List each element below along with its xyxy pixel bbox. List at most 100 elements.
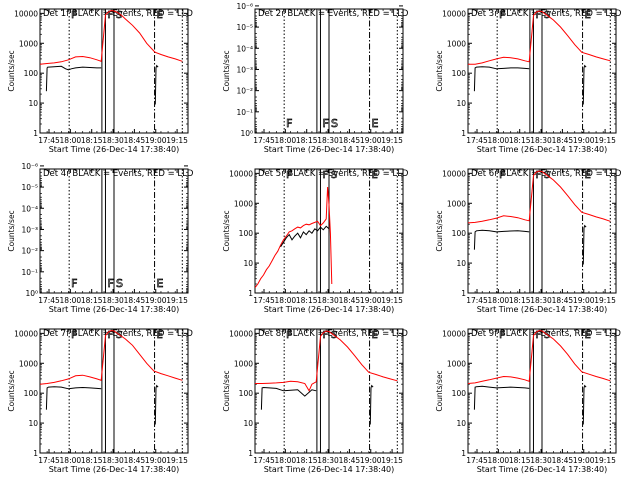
x-tick-label: 18:15 [81, 296, 103, 305]
event-label: E [157, 277, 164, 290]
event-label: F [71, 277, 77, 290]
chart-panel-det-5r: Det 5r BLACK = Events, RED = LLD 1 10 100 10… [222, 168, 409, 314]
y-tick-label: 10⁻¹ [21, 268, 38, 277]
event-label: E [585, 330, 591, 341]
x-axis-label: Start Time (26-Dec-14 17:38:40) [477, 145, 608, 154]
x-tick-label: 18:15 [509, 136, 531, 145]
y-axis-label: Counts/sec [7, 370, 16, 411]
series-line-black [473, 385, 530, 410]
x-tick-label: 19:15 [381, 136, 403, 145]
x-tick-label: 18:00 [275, 296, 297, 305]
series-line-red [40, 9, 183, 65]
panel-title: Det 8f BLACK = Events, RED = LLD [258, 329, 408, 339]
y-tick-label: 100 [24, 389, 39, 398]
series-line-black [582, 224, 587, 265]
x-axis-label: Start Time (26-Dec-14 17:38:40) [49, 305, 180, 314]
y-tick-label: 10⁰ [25, 289, 38, 298]
event-label: F [535, 170, 541, 181]
y-tick-label: 10000 [442, 9, 466, 18]
x-tick-label: 18:15 [296, 456, 318, 465]
x-tick-label: 18:30 [530, 296, 552, 305]
x-tick-label: 18:45 [124, 136, 146, 145]
y-axis-label: Counts/sec [435, 370, 444, 411]
y-axis-label: Counts/sec [435, 50, 444, 91]
y-tick-label: 1000 [19, 359, 38, 368]
x-tick-label: 18:15 [81, 136, 103, 145]
event-label: F [71, 330, 77, 341]
y-tick-label: 10⁻³ [236, 65, 253, 74]
x-tick-label: 19:15 [381, 456, 403, 465]
x-tick-label: 18:00 [275, 136, 297, 145]
event-label: F [535, 330, 541, 341]
event-label: E [157, 10, 163, 21]
y-tick-label: 100 [452, 69, 467, 78]
x-tick-label: 17:45 [253, 456, 275, 465]
event-label: S [116, 10, 122, 21]
chart-panel-det-3r: Det 3r BLACK = Events, RED = LLD 1 10 100 10… [435, 8, 622, 154]
x-tick-label: 19:15 [166, 456, 188, 465]
x-tick-label: 17:45 [38, 296, 60, 305]
y-tick-label: 10⁻¹ [236, 108, 253, 117]
x-tick-label: 19:15 [594, 456, 616, 465]
event-label: E [372, 170, 378, 181]
chart-panel-det-8f: Det 8f BLACK = Events, RED = LLD 1 10 100 10… [222, 328, 408, 474]
y-tick-label: 10 [28, 419, 38, 428]
y-tick-label: 100 [452, 389, 467, 398]
x-tick-label: 18:45 [339, 136, 361, 145]
y-tick-label: 10⁰ [240, 129, 253, 138]
y-tick-label: 10 [456, 259, 466, 268]
event-label: S [331, 117, 338, 130]
y-tick-label: 1 [248, 449, 253, 458]
panel-title: Det 3r BLACK = Events, RED = LLD [471, 9, 622, 19]
y-tick-label: 10000 [14, 329, 38, 338]
x-tick-label: 18:30 [317, 136, 339, 145]
panel-title: Det 5r BLACK = Events, RED = LLD [258, 169, 409, 179]
x-tick-label: 18:45 [339, 296, 361, 305]
x-tick-label: 19:00 [360, 296, 382, 305]
event-label: E [585, 10, 591, 21]
chart-panel-det-4r: Det 4r BLACK = Events, RED = LLD 10⁰ 10⁻¹ 1… [7, 162, 194, 314]
x-tick-label: 19:00 [145, 456, 167, 465]
x-tick-label: 18:15 [509, 456, 531, 465]
y-tick-label: 10000 [442, 169, 466, 178]
x-tick-label: 18:45 [124, 456, 146, 465]
x-tick-label: 18:00 [488, 296, 510, 305]
y-tick-label: 10000 [229, 329, 253, 338]
event-label: E [585, 170, 591, 181]
x-tick-label: 19:15 [166, 136, 188, 145]
series-line-black [582, 384, 587, 425]
x-tick-label: 19:00 [573, 456, 595, 465]
y-tick-label: 10⁻⁶ [21, 162, 38, 171]
y-axis-label: Counts/sec [222, 370, 231, 411]
x-tick-label: 18:00 [275, 456, 297, 465]
x-axis-label: Start Time (26-Dec-14 17:38:40) [264, 465, 395, 474]
x-tick-label: 18:15 [296, 136, 318, 145]
event-label: E [157, 330, 163, 341]
event-label: S [544, 330, 550, 341]
y-tick-label: 1000 [447, 359, 466, 368]
series-line-black [473, 66, 530, 92]
x-tick-label: 18:30 [317, 456, 339, 465]
event-label: F [286, 330, 292, 341]
y-tick-label: 100 [239, 229, 254, 238]
event-label: F [322, 170, 328, 181]
series-line-black [45, 386, 102, 410]
x-tick-label: 18:30 [317, 296, 339, 305]
event-label: F [286, 117, 292, 130]
event-label: F [107, 10, 113, 21]
event-label: F [107, 277, 113, 290]
x-tick-label: 18:15 [81, 456, 103, 465]
x-tick-label: 18:15 [509, 296, 531, 305]
panel-title: Det 6r BLACK = Events, RED = LLD [471, 169, 622, 179]
event-label: S [116, 277, 123, 290]
x-tick-label: 18:30 [530, 456, 552, 465]
y-axis-label: Counts/sec [7, 50, 16, 91]
y-axis-label: Counts/sec [222, 210, 231, 251]
x-tick-label: 17:45 [38, 456, 60, 465]
event-label: E [372, 117, 379, 130]
panel-title: Det 2r BLACK = Events, RED = LLD [258, 9, 409, 19]
x-tick-label: 18:45 [124, 296, 146, 305]
x-tick-label: 18:00 [60, 456, 82, 465]
y-tick-label: 10⁻³ [21, 225, 38, 234]
y-tick-label: 10 [243, 259, 253, 268]
